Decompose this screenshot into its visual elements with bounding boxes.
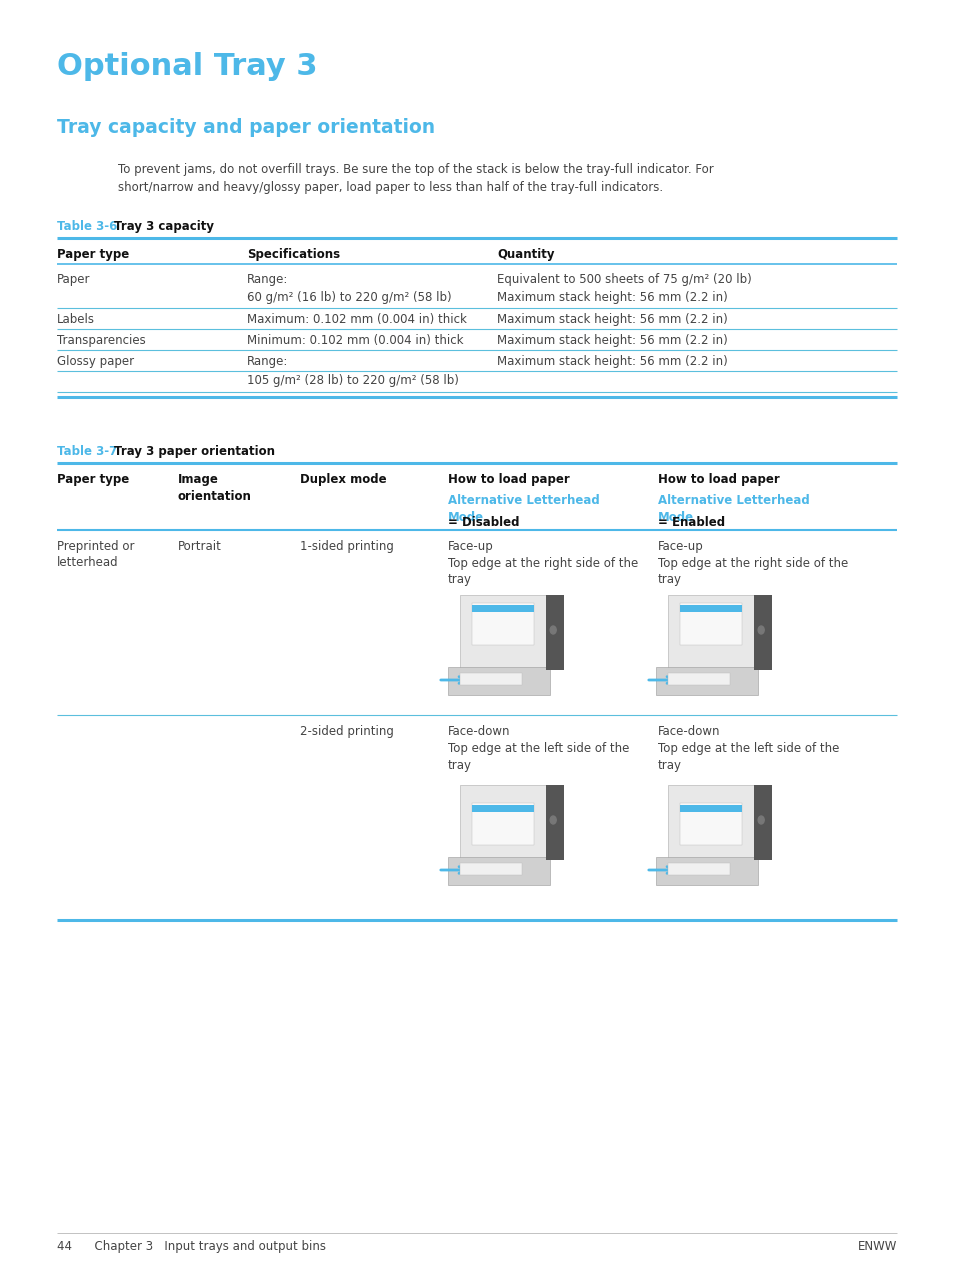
Circle shape <box>550 817 556 824</box>
Text: Paper type: Paper type <box>57 248 129 262</box>
Text: Table 3-7: Table 3-7 <box>57 444 117 458</box>
Bar <box>655 667 757 695</box>
Bar <box>447 857 549 885</box>
Bar <box>471 603 534 645</box>
Circle shape <box>550 626 556 634</box>
Text: short/narrow and heavy/glossy paper, load paper to less than half of the tray-fu: short/narrow and heavy/glossy paper, loa… <box>118 182 662 194</box>
Text: Optional Tray 3: Optional Tray 3 <box>57 52 317 81</box>
Bar <box>667 864 729 875</box>
Text: To prevent jams, do not overfill trays. Be sure the top of the stack is below th: To prevent jams, do not overfill trays. … <box>118 163 713 177</box>
Text: Alternative Letterhead
Mode: Alternative Letterhead Mode <box>448 494 599 523</box>
Text: Image
orientation: Image orientation <box>178 472 252 503</box>
Bar <box>679 803 741 845</box>
Text: Tray capacity and paper orientation: Tray capacity and paper orientation <box>57 118 435 137</box>
Text: Preprinted or
letterhead: Preprinted or letterhead <box>57 540 134 569</box>
Text: Equivalent to 500 sheets of 75 g/m² (20 lb): Equivalent to 500 sheets of 75 g/m² (20 … <box>497 273 751 286</box>
Text: Minimum: 0.102 mm (0.004 in) thick: Minimum: 0.102 mm (0.004 in) thick <box>247 334 463 347</box>
Text: Transparencies: Transparencies <box>57 334 146 347</box>
Bar <box>447 667 549 695</box>
Text: = Enabled: = Enabled <box>658 516 724 530</box>
Text: How to load paper: How to load paper <box>658 472 779 486</box>
Bar <box>471 605 534 612</box>
Text: 1-sided printing: 1-sided printing <box>299 540 394 552</box>
Text: Maximum: 0.102 mm (0.004 in) thick: Maximum: 0.102 mm (0.004 in) thick <box>247 312 466 326</box>
Text: Alternative Letterhead
Mode: Alternative Letterhead Mode <box>658 494 809 523</box>
Circle shape <box>758 626 763 634</box>
Text: Face-down: Face-down <box>448 725 510 738</box>
Text: ENWW: ENWW <box>857 1240 896 1253</box>
Bar <box>667 596 753 671</box>
Text: Duplex mode: Duplex mode <box>299 472 386 486</box>
Text: Top edge at the left side of the
tray: Top edge at the left side of the tray <box>448 742 629 771</box>
Text: Maximum stack height: 56 mm (2.2 in): Maximum stack height: 56 mm (2.2 in) <box>497 312 727 326</box>
Bar <box>471 803 534 845</box>
Bar <box>471 805 534 812</box>
Text: Glossy paper: Glossy paper <box>57 356 133 368</box>
Text: Top edge at the left side of the
tray: Top edge at the left side of the tray <box>658 742 839 771</box>
Text: How to load paper: How to load paper <box>448 472 569 486</box>
Text: 105 g/m² (28 lb) to 220 g/m² (58 lb): 105 g/m² (28 lb) to 220 g/m² (58 lb) <box>247 373 458 387</box>
Bar <box>459 596 545 671</box>
Text: Top edge at the right side of the
tray: Top edge at the right side of the tray <box>658 558 847 587</box>
Text: Paper: Paper <box>57 273 91 286</box>
Text: Maximum stack height: 56 mm (2.2 in): Maximum stack height: 56 mm (2.2 in) <box>497 291 727 304</box>
Text: Table 3-6: Table 3-6 <box>57 220 117 232</box>
Bar <box>679 805 741 812</box>
Text: Top edge at the right side of the
tray: Top edge at the right side of the tray <box>448 558 638 587</box>
Text: Quantity: Quantity <box>497 248 554 262</box>
Text: Range:: Range: <box>247 356 288 368</box>
Text: = Disabled: = Disabled <box>448 516 519 530</box>
Text: Maximum stack height: 56 mm (2.2 in): Maximum stack height: 56 mm (2.2 in) <box>497 334 727 347</box>
Text: 2-sided printing: 2-sided printing <box>299 725 394 738</box>
Text: Face-up: Face-up <box>658 540 703 552</box>
Text: Paper type: Paper type <box>57 472 129 486</box>
Bar <box>667 785 753 860</box>
Bar <box>545 785 563 860</box>
Bar <box>753 596 771 671</box>
Text: Tray 3 paper orientation: Tray 3 paper orientation <box>113 444 274 458</box>
Circle shape <box>758 817 763 824</box>
Text: Maximum stack height: 56 mm (2.2 in): Maximum stack height: 56 mm (2.2 in) <box>497 356 727 368</box>
Text: 44      Chapter 3   Input trays and output bins: 44 Chapter 3 Input trays and output bins <box>57 1240 326 1253</box>
Text: Face-up: Face-up <box>448 540 494 552</box>
Bar <box>679 603 741 645</box>
Bar <box>667 673 729 685</box>
Bar <box>459 673 521 685</box>
Text: Specifications: Specifications <box>247 248 340 262</box>
Bar <box>459 785 545 860</box>
Bar <box>753 785 771 860</box>
Bar <box>679 605 741 612</box>
Bar <box>545 596 563 671</box>
Text: Tray 3 capacity: Tray 3 capacity <box>113 220 213 232</box>
Text: Range:: Range: <box>247 273 288 286</box>
Text: Labels: Labels <box>57 312 94 326</box>
Text: Face-down: Face-down <box>658 725 720 738</box>
Bar <box>459 864 521 875</box>
Text: Portrait: Portrait <box>178 540 222 552</box>
Bar <box>655 857 757 885</box>
Text: 60 g/m² (16 lb) to 220 g/m² (58 lb): 60 g/m² (16 lb) to 220 g/m² (58 lb) <box>247 291 451 304</box>
